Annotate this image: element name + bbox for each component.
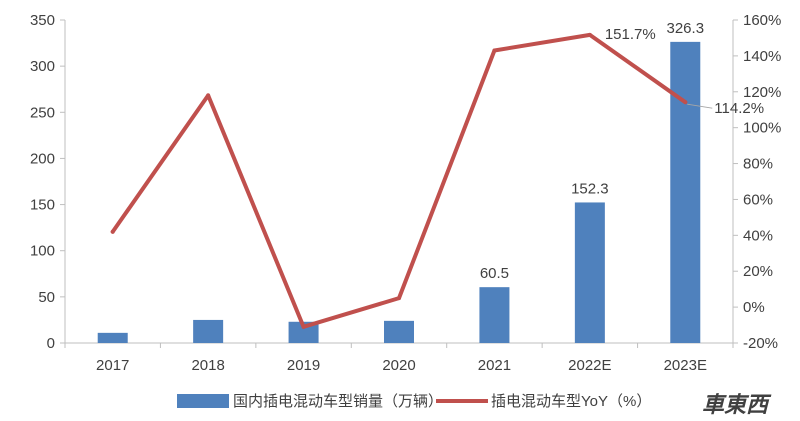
x-tick-label: 2019	[287, 357, 320, 374]
x-tick-label: 2021	[478, 357, 511, 374]
right-tick-label: 140%	[743, 48, 781, 65]
x-tick-label: 2018	[191, 357, 224, 374]
left-tick-label: 50	[38, 289, 55, 306]
legend-label-line: 插电混动车型YoY（%）	[491, 393, 651, 410]
bar-data-label: 326.3	[667, 20, 705, 37]
line-point	[492, 48, 497, 53]
line-point	[683, 100, 688, 105]
bar-series	[97, 41, 701, 344]
bar	[384, 320, 414, 343]
line-point	[397, 296, 401, 301]
line-label-leader	[687, 103, 713, 109]
legend: 国内插电混动车型销量（万辆） 插电混动车型YoY（%）	[177, 393, 651, 410]
left-tick-label: 200	[30, 150, 55, 167]
x-tick-label: 2017	[96, 357, 129, 374]
bar	[479, 287, 510, 343]
line-data-label: 151.7%	[605, 26, 656, 43]
line-data-label: 114.2%	[714, 100, 764, 117]
bar	[670, 41, 701, 344]
right-tick-label: 160%	[743, 12, 781, 29]
left-tick-label: 250	[30, 104, 55, 121]
x-tick-label: 2023E	[664, 357, 707, 374]
bar-data-label: 60.5	[480, 265, 509, 282]
left-tick-label: 350	[30, 12, 55, 29]
right-tick-label: 100%	[743, 120, 781, 137]
bar-data-label: 152.3	[571, 180, 609, 197]
legend-swatch-bar	[177, 394, 229, 408]
bar	[97, 332, 128, 343]
left-tick-label: 150	[30, 197, 55, 214]
axes: 0 50 100 150 200 250 300 350 -20% 0% 20% 40% 60% 80% 1…	[30, 12, 781, 374]
left-tick-label: 100	[30, 243, 55, 260]
x-tick-label: 2020	[382, 357, 415, 374]
watermark-logo: 車東西	[702, 392, 772, 417]
data-labels: 60.5 152.3 326.3 151.7% 114.2%	[480, 20, 764, 282]
line-point	[110, 229, 115, 234]
legend-label-bar: 国内插电混动车型销量（万辆）	[233, 393, 443, 410]
line-point	[301, 324, 306, 329]
right-tick-label: 60%	[743, 191, 773, 208]
bar	[574, 202, 605, 343]
x-tick-label: 2022E	[568, 357, 611, 374]
right-tick-label: 0%	[743, 299, 765, 316]
right-tick-label: 40%	[743, 227, 773, 244]
right-tick-label: 80%	[743, 156, 773, 173]
right-tick-label: 20%	[743, 263, 773, 280]
right-tick-label: -20%	[743, 335, 778, 352]
bar	[193, 319, 224, 343]
left-tick-label: 0	[47, 335, 55, 352]
line-point	[587, 32, 592, 37]
line-series	[110, 32, 688, 329]
left-tick-label: 300	[30, 58, 55, 75]
bar	[288, 321, 319, 343]
right-tick-label: 120%	[743, 84, 781, 101]
line-point	[206, 93, 211, 98]
